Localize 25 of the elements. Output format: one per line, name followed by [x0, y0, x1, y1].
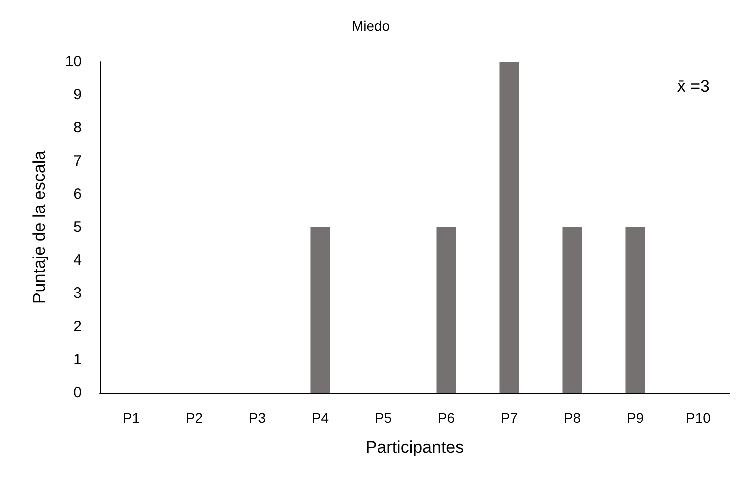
x-tick-label: P10	[686, 410, 712, 426]
x-tick-label: P9	[626, 410, 644, 426]
x-tick-label: P4	[312, 410, 330, 426]
x-tick-label: P5	[374, 410, 392, 426]
y-tick-label: 1	[74, 351, 82, 368]
y-tick-label: 4	[74, 252, 82, 270]
x-tick-label: P8	[564, 410, 582, 426]
y-tick-label: 2	[74, 318, 82, 336]
y-axis-title: Puntaje de la escala	[30, 150, 49, 304]
x-tick-label: P7	[500, 410, 518, 426]
annotation: x̄ =3	[677, 77, 710, 96]
x-tick-label: P3	[248, 410, 266, 426]
y-tick-label: 0	[74, 384, 82, 402]
chart-title: Miedo	[352, 18, 390, 34]
x-axis-title: Participantes	[366, 438, 464, 457]
y-tick-label: 8	[74, 120, 82, 137]
x-tick-label: P1	[122, 410, 140, 426]
y-tick-label: 10	[65, 54, 82, 70]
y-tick-label: 6	[74, 186, 82, 203]
y-tick-label: 3	[74, 285, 82, 302]
y-tick-label: 7	[74, 152, 82, 170]
y-tick-label: 9	[74, 86, 82, 104]
y-tick-label: 5	[74, 219, 82, 236]
x-tick-label: P6	[438, 410, 456, 426]
x-tick-label: P2	[186, 410, 204, 426]
